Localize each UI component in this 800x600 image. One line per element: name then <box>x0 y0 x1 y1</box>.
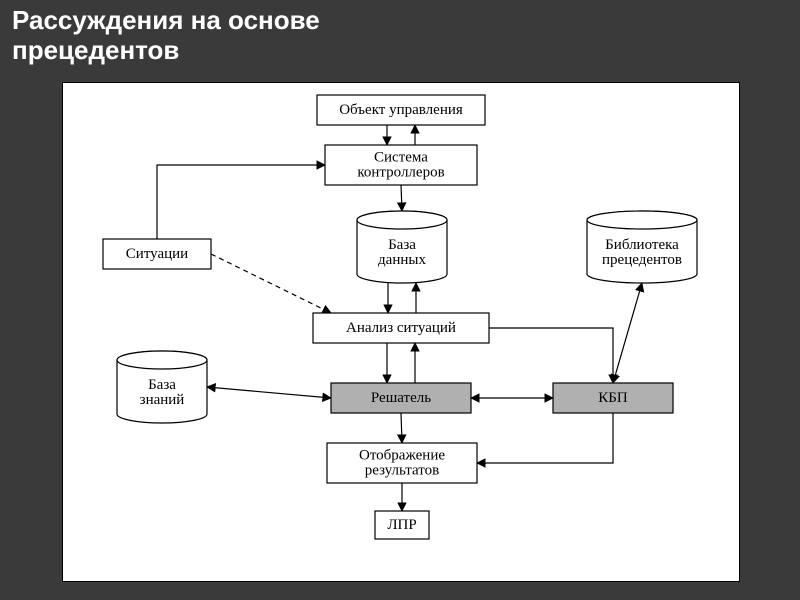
edge-kb-solver <box>207 387 331 398</box>
label-lib: Библиотекапрецедентов <box>602 237 682 268</box>
label-analysis: Анализ ситуаций <box>346 320 456 336</box>
edge-solver-display <box>401 413 402 443</box>
label-solver: Решатель <box>371 390 431 406</box>
label-obj: Объект управления <box>339 102 463 118</box>
edge-analysis-kbp <box>489 328 613 383</box>
node-db-top <box>357 211 447 229</box>
edge-sit-analysis <box>211 254 331 313</box>
label-sit: Ситуации <box>126 246 188 262</box>
node-kb-top <box>117 351 207 369</box>
edge-sit-sysctrl <box>157 165 325 239</box>
edge-sysctrl-db <box>401 185 402 211</box>
edge-lib-kbp <box>613 283 642 383</box>
flowchart-svg: Объект управленияСистемаконтроллеровСиту… <box>63 83 739 581</box>
label-display: Отображениерезультатов <box>359 448 445 479</box>
label-lpr: ЛПР <box>387 517 416 533</box>
node-lib-top <box>587 211 697 229</box>
slide-root: Рассуждения на основе прецедентов Объект… <box>0 0 800 600</box>
diagram-canvas: Объект управленияСистемаконтроллеровСиту… <box>62 82 740 582</box>
label-kbp: КБП <box>598 390 628 406</box>
edge-kbp-display <box>477 413 613 463</box>
slide-title: Рассуждения на основе прецедентов <box>12 6 320 66</box>
